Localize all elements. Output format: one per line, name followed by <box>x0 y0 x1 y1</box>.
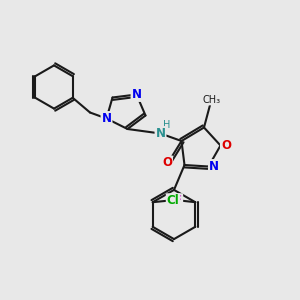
Text: O: O <box>221 139 231 152</box>
Text: H: H <box>164 120 171 130</box>
Text: Cl: Cl <box>167 194 179 207</box>
Text: F: F <box>174 194 182 207</box>
Text: CH₃: CH₃ <box>202 94 220 105</box>
Text: N: N <box>209 160 219 173</box>
Text: N: N <box>131 88 142 101</box>
Text: N: N <box>101 112 112 125</box>
Text: N: N <box>155 127 166 140</box>
Text: O: O <box>162 156 172 170</box>
